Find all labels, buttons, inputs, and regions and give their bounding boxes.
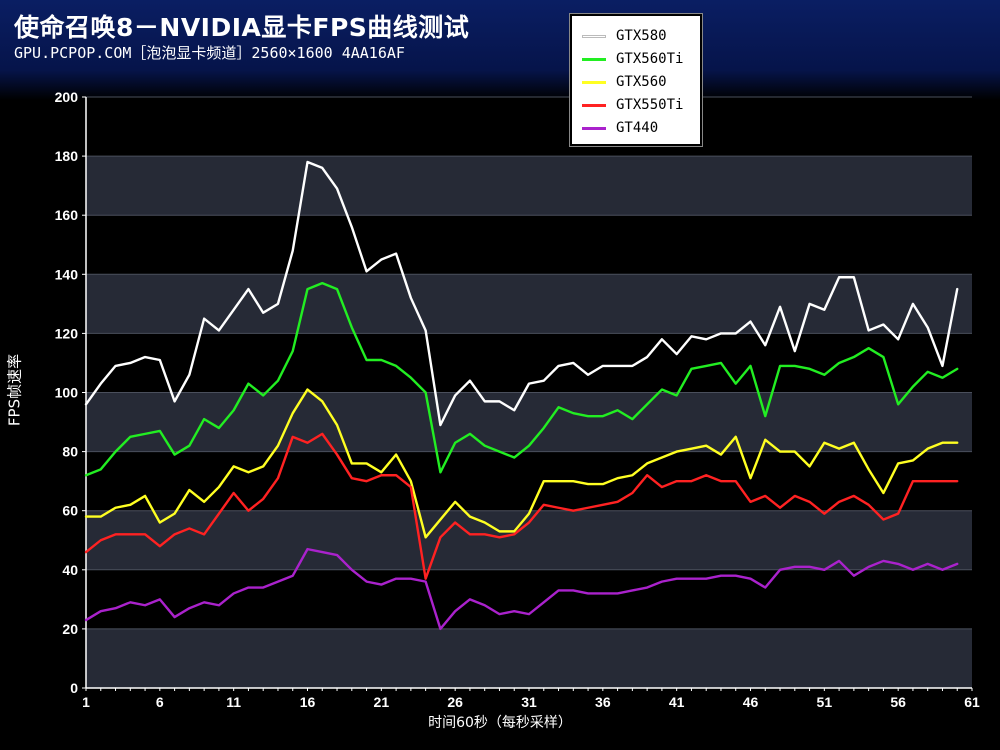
x-tick-label: 46 [743,694,759,710]
legend-swatch [582,57,606,61]
background-band [86,215,972,275]
legend-item: GTX560Ti [582,48,683,70]
legend-item: GT440 [582,117,658,139]
x-tick-label: 56 [890,694,906,710]
y-axis-label: FPS帧速率 [5,353,24,427]
x-tick-label: 26 [447,694,463,710]
y-tick-label: 40 [62,562,78,578]
background-band [86,628,972,688]
legend-item: GTX560 [582,71,667,93]
legend-item: GTX580 [582,25,667,47]
x-tick-label: 16 [300,694,316,710]
y-tick-label: 80 [62,444,78,460]
background-band [86,274,972,334]
y-tick-label: 60 [62,503,78,519]
legend-swatch [582,126,606,130]
background-band [86,156,972,216]
x-tick-label: 21 [374,694,390,710]
chart-subtitle: GPU.PCPOP.COM［泡泡显卡频道］2560×1600 4AA16AF [14,44,405,62]
x-tick-label: 1 [82,694,90,710]
legend: GTX580 GTX560Ti GTX560 GTX550Ti GT440 [569,13,703,147]
legend-label: GTX550Ti [616,97,684,113]
legend-label: GTX560 [616,74,667,90]
legend-label: GTX580 [616,28,667,44]
legend-swatch [582,80,606,84]
series-lines [84,160,959,631]
y-tick-label: 140 [55,266,79,282]
x-tick-label: 36 [595,694,611,710]
series-line-gtx580 [84,160,959,427]
x-tick-label: 11 [226,694,241,710]
background-band [86,451,972,511]
legend-item: GTX550Ti [582,94,683,116]
y-tick-label: 180 [55,148,79,164]
x-tick-label: 61 [964,694,980,710]
x-tick-label: 6 [156,694,164,710]
y-tick-label: 200 [55,89,79,105]
legend-label: GTX560Ti [616,51,684,67]
y-tick-labels: 0 20 40 60 80 100 120 140 160 180 200 [55,89,79,696]
y-tick-label: 20 [62,621,78,637]
legend-swatch [582,103,606,107]
background-band [86,97,972,157]
chart-title: 使命召唤8－NVIDIA显卡FPS曲线测试 [14,13,470,42]
series-line-gt440 [84,547,959,631]
grid-lines [86,96,972,689]
x-tick-label: 41 [669,694,685,710]
series-line-gtx560 [84,388,959,539]
background-band [86,569,972,629]
legend-label: GT440 [616,120,659,136]
background-bands [86,97,972,688]
background-band [86,510,972,570]
y-tick-label: 0 [70,680,78,696]
x-tick-labels: 1 6 11 16 21 26 31 36 41 46 51 56 61 [82,694,980,710]
y-tick-label: 160 [55,207,79,223]
y-tick-label: 100 [55,385,79,401]
background-band [86,392,972,452]
series-line-gtx560ti [84,281,959,477]
x-tick-label: 31 [521,694,537,710]
axes [82,96,973,691]
series-line-gtx550ti [84,432,959,580]
x-tick-label: 51 [817,694,833,710]
y-tick-label: 120 [55,325,79,341]
x-axis-label: 时间60秒（每秒采样） [428,715,572,731]
legend-swatch [582,34,606,38]
